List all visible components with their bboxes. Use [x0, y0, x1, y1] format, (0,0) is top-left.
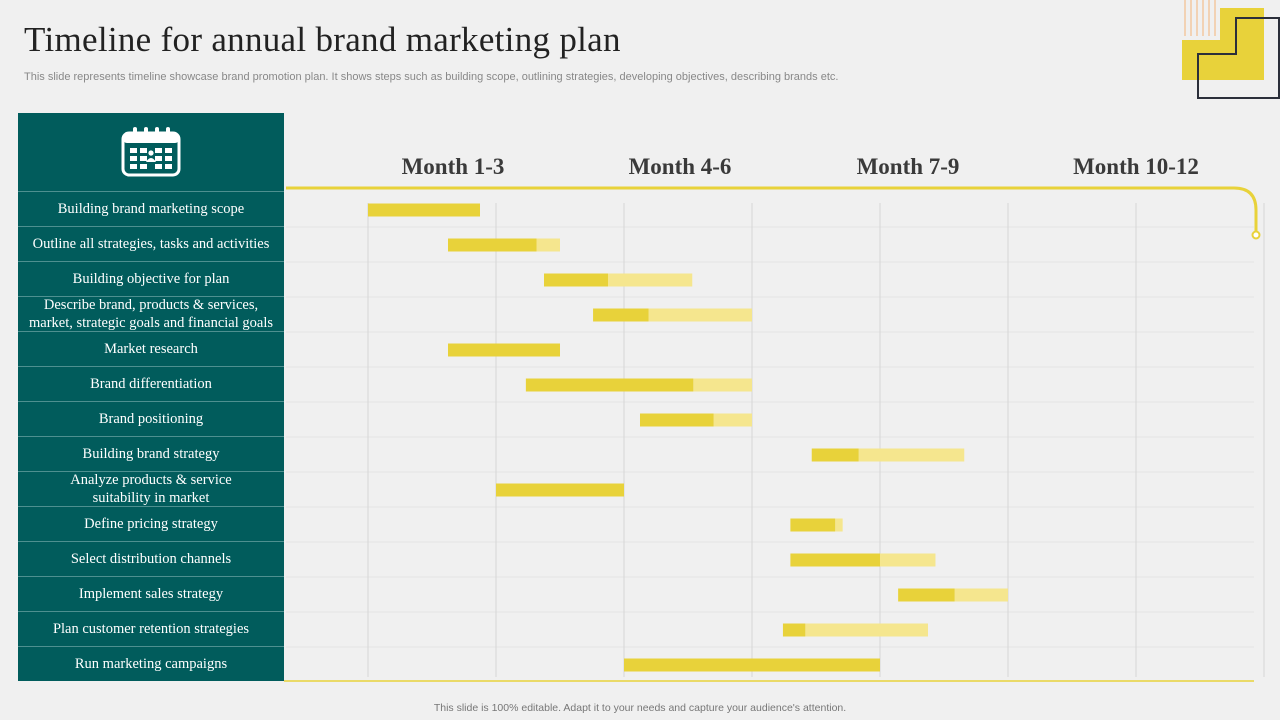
task-label: Brand positioning: [18, 402, 284, 437]
task-bar-remaining: [648, 308, 752, 322]
task-bar-done: [368, 203, 480, 217]
task-bar-remaining: [954, 588, 1008, 602]
page-title: Timeline for annual brand marketing plan: [24, 20, 621, 59]
task-label: Describe brand, products & services, mark…: [18, 297, 284, 332]
month-header-4: Month 10-12: [1073, 154, 1199, 179]
task-bar-done: [624, 658, 880, 672]
task-bar-done: [782, 623, 806, 637]
task-label: Building objective for plan: [18, 262, 284, 297]
task-bar-remaining: [858, 448, 965, 462]
task-label: Plan customer retention strategies: [18, 612, 284, 647]
sidebar-header: [18, 113, 284, 192]
task-bar-remaining: [805, 623, 928, 637]
task-bar-remaining: [713, 413, 752, 427]
task-bar-remaining: [880, 553, 936, 567]
task-label: Define pricing strategy: [18, 507, 284, 542]
task-bar-remaining: [608, 273, 693, 287]
task-label: Select distribution channels: [18, 542, 284, 577]
task-bar-done: [496, 483, 624, 497]
task-bar-remaining: [693, 378, 752, 392]
task-bar-done: [790, 553, 880, 567]
task-bar-done: [525, 378, 694, 392]
timeline-end-dot: [1251, 230, 1261, 240]
corner-decoration: [1180, 0, 1280, 100]
task-label: Implement sales strategy: [18, 577, 284, 612]
calendar-icon: [121, 127, 181, 177]
task-bar-done: [640, 413, 714, 427]
task-label: Market research: [18, 332, 284, 367]
task-bar-done: [544, 273, 608, 287]
task-label: Building brand marketing scope: [18, 192, 284, 227]
task-bar-remaining: [536, 238, 560, 252]
task-bar-done: [593, 308, 649, 322]
month-header-2: Month 4-6: [628, 154, 732, 179]
task-bar-done: [811, 448, 859, 462]
page-subtitle: This slide represents timeline showcase …: [24, 71, 839, 83]
task-label: Analyze products & service suitability in…: [18, 472, 284, 507]
task-sidebar: Building brand marketing scope Outline al…: [18, 113, 284, 681]
month-header-3: Month 7-9: [856, 154, 960, 179]
task-label: Brand differentiation: [18, 367, 284, 402]
task-label: Outline all strategies, tasks and activi…: [18, 227, 284, 262]
timeline-header-line: [286, 186, 1258, 232]
task-bar-remaining: [835, 518, 843, 532]
task-label: Building brand strategy: [18, 437, 284, 472]
task-bar-done: [898, 588, 955, 602]
task-bar-done: [448, 343, 560, 357]
month-header-1: Month 1-3: [401, 154, 505, 179]
task-bar-done: [790, 518, 836, 532]
task-label: Run marketing campaigns: [74, 656, 228, 672]
task-bar-done: [448, 238, 537, 252]
footer-note: This slide is 100% editable. Adapt it to…: [433, 702, 847, 714]
